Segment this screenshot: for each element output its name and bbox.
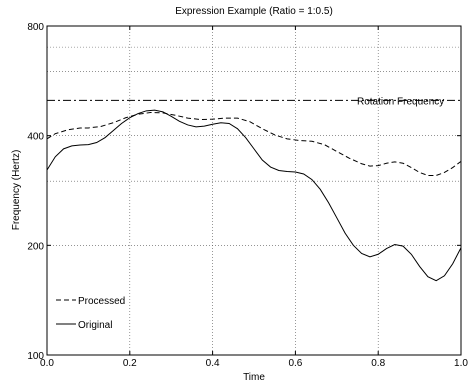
y-tick-label: 800: [27, 22, 44, 33]
legend-label-processed: Processed: [78, 296, 125, 307]
x-tick-label: 0.0: [40, 358, 54, 369]
y-tick-label: 100: [27, 351, 44, 362]
y-tick-label: 200: [27, 241, 44, 252]
chart-title: Expression Example (Ratio = 1:0.5): [175, 6, 333, 17]
legend: Processed Original: [56, 296, 125, 331]
x-tick-label: 1.0: [454, 358, 468, 369]
series-line-processed: [46, 112, 462, 176]
y-tick-label: 400: [27, 132, 44, 143]
tick-layer: 0.0 0.2 0.4 0.6 0.8 1.0 100 200 400 800: [27, 22, 468, 369]
x-tick-label: 0.8: [371, 358, 385, 369]
annotation-label: Rotation Frequency: [357, 96, 444, 107]
series-line-original: [46, 109, 462, 282]
annotation-layer: Rotation Frequency: [47, 96, 461, 107]
series-layer: [46, 109, 462, 282]
x-axis-label: Time: [243, 372, 265, 383]
x-tick-label: 0.2: [123, 358, 137, 369]
legend-label-original: Original: [78, 320, 112, 331]
plot-frame: [46, 25, 462, 356]
y-axis-label: Frequency (Hertz): [11, 150, 22, 231]
x-tick-label: 0.6: [288, 358, 302, 369]
x-tick-label: 0.4: [206, 358, 220, 369]
